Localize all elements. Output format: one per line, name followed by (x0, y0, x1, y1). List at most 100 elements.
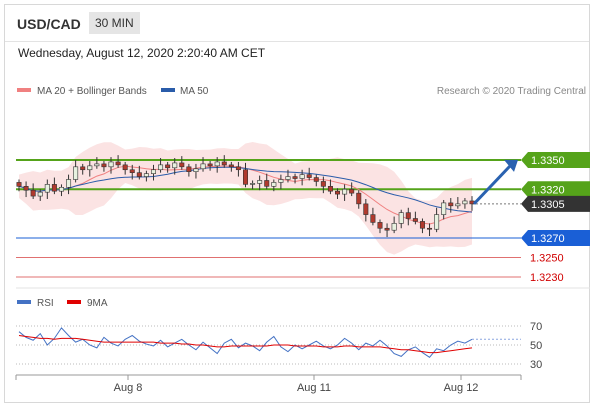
candle (434, 214, 440, 230)
candle (391, 223, 397, 231)
candle (356, 192, 362, 205)
candle (221, 161, 227, 166)
ma20-bollinger-legend-label: MA 20 + Bollinger Bands (37, 86, 147, 97)
rsi-panel: 70 50 30 (16, 321, 542, 371)
candle (412, 218, 418, 222)
candle (250, 183, 256, 185)
rsi-legend-label: RSI (37, 298, 54, 309)
candle (87, 165, 93, 171)
candle (264, 180, 270, 187)
candle (448, 202, 454, 207)
rsi-tick-label: 30 (530, 359, 542, 371)
candle (398, 212, 404, 224)
candle (327, 186, 333, 192)
candle (193, 168, 199, 172)
candle (278, 179, 284, 183)
last-tag (521, 195, 590, 212)
candle (186, 166, 192, 172)
candle (80, 166, 86, 171)
timeframe-badge[interactable]: 30 MIN (89, 12, 140, 34)
resistance-tag-label: 1.3320 (531, 184, 565, 196)
candle (129, 169, 135, 173)
chart-datetime: Wednesday, August 12, 2020 2:20:40 AM CE… (18, 46, 266, 60)
x-tick-label: Aug 12 (444, 382, 479, 394)
rsi-ma-legend-label: 9MA (87, 298, 108, 309)
candle (58, 187, 64, 192)
candle (320, 181, 326, 187)
candle (101, 163, 107, 168)
candle (179, 162, 185, 168)
chart-header: USD/CAD 30 MIN (5, 5, 589, 42)
candle (427, 227, 433, 230)
pivot-tag-label: 1.3270 (531, 233, 565, 245)
candle (172, 162, 178, 169)
resistance-tag (521, 181, 590, 198)
support-label: 1.3250 (530, 253, 564, 265)
x-tick-label: Aug 11 (297, 382, 331, 394)
candle (136, 172, 142, 177)
candle (122, 164, 128, 171)
candle (377, 222, 383, 229)
candle (271, 182, 277, 187)
candle (285, 176, 291, 180)
rsi-legend-swatch (17, 300, 31, 304)
resistance-tag-label: 1.3350 (531, 155, 565, 167)
candle (257, 180, 263, 184)
ma20-bollinger-legend-swatch (17, 88, 31, 92)
support-label: 1.3230 (530, 272, 564, 284)
x-axis: Aug 8 Aug 11 Aug 12 (15, 375, 522, 394)
candle (66, 179, 72, 188)
candle (235, 166, 241, 171)
candle (462, 200, 468, 205)
candle (243, 169, 249, 185)
candle (200, 163, 206, 170)
candle (23, 186, 29, 191)
candle (214, 161, 220, 167)
forecast-arrow-shaft (472, 162, 514, 205)
resistance-tag (521, 152, 590, 168)
candle (419, 221, 425, 229)
credit-text: Research © 2020 Trading Central (437, 86, 586, 97)
candle (342, 188, 348, 195)
candle (405, 212, 411, 219)
candle (335, 190, 341, 195)
candle (37, 191, 43, 197)
candle (165, 164, 171, 169)
candle (143, 173, 149, 177)
candle (455, 203, 461, 207)
candle (363, 203, 369, 215)
level-lines (16, 159, 521, 278)
candle (115, 161, 121, 166)
candle (384, 227, 390, 231)
candle (158, 164, 164, 171)
candle (108, 161, 114, 168)
x-tick-label: Aug 8 (114, 382, 143, 394)
candles (16, 155, 475, 238)
candle (441, 202, 447, 215)
rsi-line (18, 327, 473, 359)
candle (30, 189, 36, 197)
rsi-tick-label: 50 (530, 340, 542, 352)
candle (306, 174, 312, 178)
rsi-tick-label: 70 (530, 321, 542, 333)
candle (370, 214, 376, 223)
candle (44, 184, 50, 193)
candle (228, 164, 234, 168)
level-tags: 1.3350 1.3320 1.3305 1.3270 1.3250 1.3230 (521, 152, 590, 284)
last-tag-label: 1.3305 (531, 199, 565, 211)
candle (299, 174, 305, 179)
ma50-legend-label: MA 50 (180, 86, 209, 97)
candle (349, 188, 355, 194)
currency-pair: USD/CAD (17, 16, 81, 32)
candle (207, 163, 213, 167)
candle (16, 182, 22, 187)
candle (292, 176, 298, 179)
rsi-ma-legend-swatch (67, 300, 81, 304)
candle (51, 184, 57, 192)
candle (313, 177, 319, 182)
candle (150, 169, 156, 174)
candle (73, 166, 79, 180)
candle (94, 163, 100, 167)
forecast-arrow-head (504, 159, 518, 172)
